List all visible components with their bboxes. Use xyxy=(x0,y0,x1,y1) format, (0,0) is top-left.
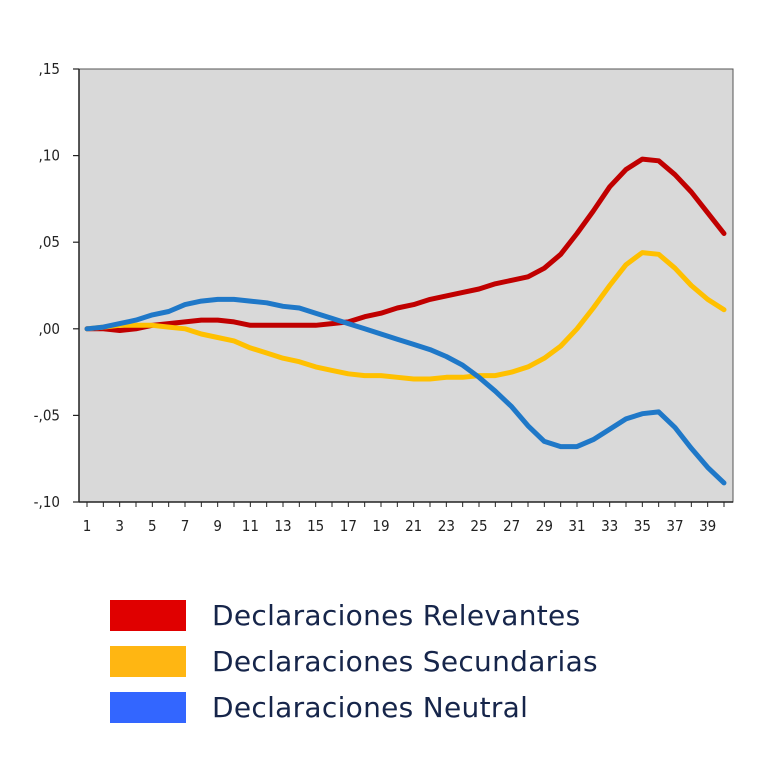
x-tick-label: 11 xyxy=(242,517,259,535)
x-tick-label: 23 xyxy=(438,517,455,535)
series-lines xyxy=(84,156,727,486)
x-tick-label: 15 xyxy=(307,517,324,535)
x-axis-ticks: 1 3 5 7 9 11 13 15 17 19 21 23 25 27 29 31 33 35 37 39 xyxy=(83,502,725,535)
legend-item-relevantes: Declaraciones Relevantes xyxy=(110,592,598,638)
y-axis-ticks: ,15 ,10 ,05 ,00 -,05 -,10 xyxy=(34,60,79,511)
x-tick-label: 39 xyxy=(699,517,716,535)
plot-area xyxy=(78,68,734,503)
y-tick-label: ,15 xyxy=(39,60,60,78)
line-chart: ,15,10,05,00-,05-,10 1 3 5 7 9 11 13 15 17 19 21 23… xyxy=(34,60,734,535)
series-line-1 xyxy=(84,156,727,333)
y-tick-label: -,10 xyxy=(34,493,60,511)
x-tick-label: 13 xyxy=(274,517,291,535)
x-tick-label: 31 xyxy=(568,517,585,535)
axes xyxy=(78,69,733,503)
x-tick-label: 29 xyxy=(536,517,553,535)
y-tick-label: ,05 xyxy=(39,233,60,251)
legend-label: Declaraciones Neutral xyxy=(212,690,529,724)
y-tick-label: ,00 xyxy=(39,320,60,338)
x-tick-label: 27 xyxy=(503,517,520,535)
x-tick-label: 35 xyxy=(634,517,651,535)
legend-label: Declaraciones Relevantes xyxy=(212,598,581,632)
x-tick-label: 5 xyxy=(148,517,157,535)
x-tick-label: 19 xyxy=(372,517,389,535)
legend-label: Declaraciones Secundarias xyxy=(212,644,598,678)
legend: Declaraciones Relevantes Declaraciones S… xyxy=(110,592,598,730)
x-tick-label: 7 xyxy=(181,517,190,535)
x-tick-label: 1 xyxy=(83,517,92,535)
y-tick-label: -,05 xyxy=(34,406,60,424)
legend-swatch-red xyxy=(110,599,186,631)
x-tick-label: 37 xyxy=(666,517,683,535)
series-line-3 xyxy=(84,296,727,486)
legend-item-secundarias: Declaraciones Secundarias xyxy=(110,638,598,684)
x-tick-label: 3 xyxy=(115,517,124,535)
x-tick-label: 25 xyxy=(470,517,487,535)
legend-swatch-blue xyxy=(110,691,186,723)
x-tick-label: 17 xyxy=(340,517,357,535)
legend-swatch-yellow xyxy=(110,645,186,677)
y-tick-label: ,10 xyxy=(39,147,60,165)
x-tick-label: 9 xyxy=(213,517,222,535)
x-tick-label: 33 xyxy=(601,517,618,535)
legend-item-neutral: Declaraciones Neutral xyxy=(110,684,598,730)
series-line-2 xyxy=(84,250,727,382)
x-tick-label: 21 xyxy=(405,517,422,535)
